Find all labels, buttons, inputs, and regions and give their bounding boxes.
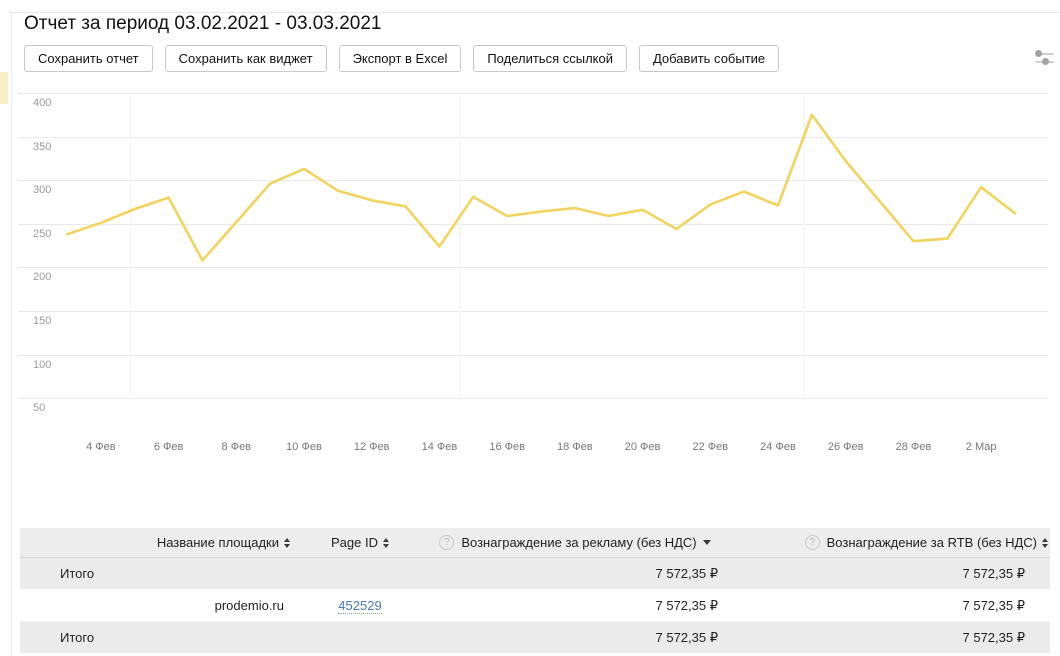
chart-gridline [18,223,1048,225]
table-row-total: Итого 7 572,35 ₽ 7 572,35 ₽ [20,558,1050,590]
page-id-cell [300,622,420,653]
sort-up-arrow-icon [284,537,290,542]
y-axis-label: 350 [33,140,52,153]
y-axis-label: 300 [33,184,52,197]
sort-down-arrow-icon [1042,543,1048,548]
x-axis-label: 16 Фев [489,441,525,453]
x-axis-label: 4 Фев [86,441,116,453]
table-row: prodemio.ru 452529 7 572,35 ₽ 7 572,35 ₽ [20,590,1050,622]
toolbar-button-4[interactable]: Поделиться ссылкой [473,45,627,72]
sort-down-arrow-icon [284,543,290,548]
page-title: Отчет за период 03.02.2021 - 03.03.2021 [24,13,382,34]
x-axis-label: 28 Фев [895,441,932,453]
ad-revenue-cell: 7 572,35 ₽ [655,629,719,645]
statistics-table: Название площадки Page ID? Вознаграждение … [20,528,1050,654]
sort-desc-icon [702,540,711,545]
line-chart[interactable]: 400 350 300 250 200 150 100 50 4 Фев 6 Фев 8 Фев 10… [12,85,1048,465]
page-id-link[interactable]: 452529 [338,597,382,614]
panel-top-border [10,12,1060,13]
rtb-revenue-cell: 7 572,35 ₽ [962,629,1026,645]
chart-vertical-gridline [804,93,805,399]
column-header-label: Название площадки [156,535,279,550]
x-axis-label: 22 Фев [692,441,729,453]
slider-bar-icon [1035,53,1054,55]
help-icon[interactable]: ? [804,535,820,550]
chart-vertical-gridline [460,93,461,399]
x-axis-label: 14 Фев [421,441,458,453]
x-axis-label: 6 Фев [153,441,184,453]
ad-revenue-cell: 7 572,35 ₽ [655,597,719,613]
chart-vertical-gridline [130,93,131,399]
toolbar-button-2[interactable]: Сохранить как виджет [164,45,327,72]
chart-gridline [18,267,1048,269]
sidebar-highlight [0,72,8,104]
toolbar-button-5[interactable]: Добавить событие [638,45,780,72]
x-axis-label: 2 Мар [965,441,997,453]
chart-gridline [18,93,1048,94]
x-axis-label: 20 Фев [624,441,661,453]
column-header-3[interactable]: ? Вознаграждение за рекламу (без НДС) [420,528,730,557]
rtb-revenue-cell: 7 572,35 ₽ [962,597,1026,613]
x-axis-label: 24 Фев [760,441,796,453]
slider-handle-icon [1042,58,1049,65]
x-axis-label: 18 Фев [557,441,593,453]
column-header-1[interactable]: Название площадки [20,528,300,557]
column-header-label: Page ID [331,535,378,550]
x-axis-label: 26 Фев [827,441,864,453]
panel-left-border [11,12,12,656]
toolbar: Сохранить отчет Сохранить как виджет Экспо… [24,45,791,72]
page-id-cell [300,558,420,589]
chart-gridline [18,136,1048,138]
x-axis-label: 12 Фев [353,441,390,453]
column-header-label: Вознаграждение за рекламу (без НДС) [461,535,697,550]
sort-icon [382,537,389,548]
toolbar-button-1[interactable]: Сохранить отчет [24,45,153,72]
chart-canvas[interactable] [12,85,1048,465]
y-axis-label: 100 [33,358,52,371]
sort-up-arrow-icon [382,537,389,542]
chart-gridline [18,354,1048,356]
y-axis-label: 150 [33,315,52,327]
sort-up-arrow-icon [1042,537,1048,542]
chart-gridline [18,398,1048,400]
column-header-4[interactable]: ? Вознаграждение за RTB (без НДС) [730,528,1050,557]
y-axis-label: 200 [33,271,52,284]
sort-icon [1042,537,1048,548]
column-header-2[interactable]: Page ID [300,528,420,557]
table-settings-icon[interactable] [1035,49,1055,67]
column-header-label: Вознаграждение за RTB (без НДС) [826,535,1037,550]
chart-line [65,113,1017,262]
site-name-cell: prodemio.ru [214,598,284,613]
ad-revenue-cell: 7 572,35 ₽ [655,565,719,581]
x-axis-label: 10 Фев [286,441,322,453]
rtb-revenue-cell: 7 572,35 ₽ [962,565,1026,581]
events-controls: События ✓ Только для этого уровня статис… [0,470,1060,510]
table-header-row: Название площадки Page ID? Вознаграждение … [20,528,1050,558]
slider-handle-icon [1035,50,1042,57]
x-axis-label: 8 Фев [221,441,252,453]
y-axis-label: 400 [33,97,52,109]
chart-gridline [18,180,1048,182]
chart-gridline [18,311,1048,312]
sort-icon [284,537,290,548]
page-id-cell: 452529 [300,590,420,621]
y-axis-label: 250 [33,227,52,240]
sort-down-arrow-icon [382,543,389,548]
help-icon[interactable]: ? [439,535,455,550]
table-row-total: Итого 7 572,35 ₽ 7 572,35 ₽ [20,622,1050,654]
y-axis-label: 50 [33,402,46,415]
total-label-cell: Итого [60,566,95,581]
total-label-cell: Итого [60,630,95,645]
toolbar-button-3[interactable]: Экспорт в Excel [338,45,462,72]
